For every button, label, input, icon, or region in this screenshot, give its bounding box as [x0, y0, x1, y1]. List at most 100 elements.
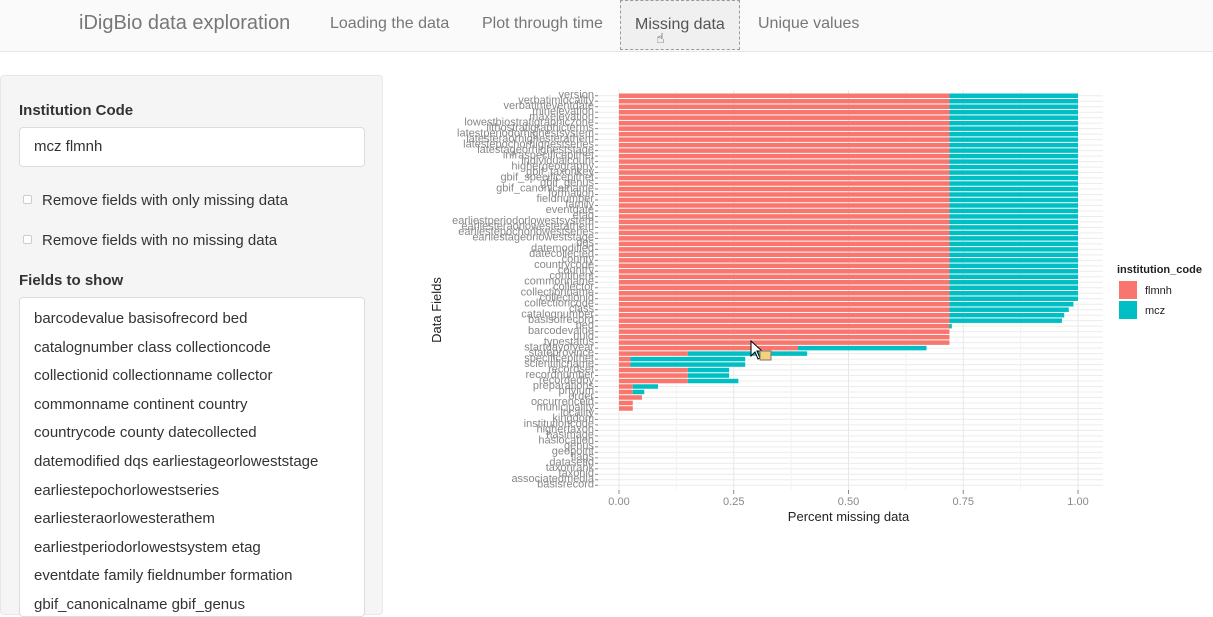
y-tick-label: recordnumber	[526, 369, 595, 381]
y-tick-label: phylum	[559, 385, 594, 397]
y-tick-label: earliestperiodorlowestsystem	[452, 215, 594, 227]
legend-key-mcz	[1119, 301, 1137, 319]
bar-mcz	[949, 307, 1069, 312]
y-tick-label: taxonid	[559, 468, 594, 480]
y-tick-label: collectionname	[521, 286, 594, 298]
y-tick-label: bed	[576, 319, 594, 331]
hand-cursor-icon: ☝	[656, 30, 665, 46]
fields-line[interactable]: catalognumber class collectioncode	[34, 338, 271, 356]
bar-mcz	[949, 318, 1062, 323]
y-tick-label: latestageorhigheststage	[477, 144, 594, 156]
fields-line[interactable]: countrycode county datecollected	[34, 424, 257, 442]
y-tick-label: preparations	[533, 380, 595, 392]
bar-mcz	[949, 247, 1078, 252]
fields-line[interactable]: gbif_canonicalname gbif_genus	[34, 595, 245, 613]
bar-flmnh	[619, 98, 950, 104]
bar-mcz	[949, 137, 1078, 142]
tab-loading-data[interactable]: Loading the data	[330, 15, 450, 32]
x-tick-label: 0.50	[838, 496, 859, 508]
tab-unique-values[interactable]: Unique values	[758, 15, 860, 32]
y-tick-label: highertaxon	[537, 424, 595, 436]
bar-flmnh	[619, 395, 642, 400]
y-tick-label: formation	[548, 188, 594, 200]
fields-line[interactable]: earliesteraorlowesterathem	[34, 510, 215, 528]
bar-mcz	[949, 236, 1078, 241]
drag-copy-icon	[759, 350, 772, 361]
bar-mcz	[949, 258, 1078, 263]
y-tick-label: recordedby	[539, 374, 595, 386]
bar-mcz	[949, 153, 1078, 159]
fields-to-show-select[interactable]: barcodevalue basisofrecord bed catalognu…	[19, 297, 365, 617]
bar-flmnh	[619, 137, 950, 142]
y-tick-label: lowestbiostratigraphiczone	[464, 116, 594, 128]
remove-only-missing-row[interactable]: Remove fields with only missing data	[23, 192, 288, 209]
fields-line[interactable]: earliestperiodorlowestsystem etag	[34, 538, 261, 556]
y-tick-label: continent	[549, 270, 594, 282]
y-tick-label: infraspecificepithet	[503, 149, 594, 161]
legend-label-mcz: mcz	[1145, 305, 1165, 317]
bar-mcz	[949, 208, 1078, 214]
bar-mcz	[949, 301, 1074, 307]
y-tick-label: eventdate	[546, 204, 594, 216]
remove-only-missing-checkbox[interactable]	[23, 194, 32, 204]
bar-mcz	[949, 170, 1078, 175]
y-tick-label: class	[569, 303, 595, 315]
x-tick-label: 0.00	[608, 496, 629, 508]
bar-flmnh	[619, 312, 950, 318]
y-tick-label: catalognumber	[521, 308, 594, 320]
y-tick-label: municipality	[537, 402, 595, 414]
bar-mcz	[949, 104, 1078, 109]
bar-flmnh	[619, 93, 950, 98]
fields-line[interactable]: commonname continent country	[34, 395, 248, 413]
bar-flmnh	[619, 318, 950, 323]
bar-flmnh	[619, 219, 950, 225]
tab-missing-data[interactable]: Missing data	[620, 0, 740, 50]
y-tick-label: individualcount	[521, 155, 594, 167]
tab-plot-through-time[interactable]: Plot through time	[482, 15, 603, 32]
y-tick-label: highergeography	[511, 160, 594, 172]
fields-line[interactable]: eventdate family fieldnumber formation	[34, 567, 293, 585]
y-tick-label: country	[558, 265, 595, 277]
bar-mcz	[798, 345, 927, 351]
bar-mcz	[949, 192, 1078, 197]
bar-flmnh	[619, 241, 950, 247]
fields-line[interactable]: barcodevalue basisofrecord bed	[34, 310, 248, 327]
y-tick-label: specificepithet	[524, 352, 594, 364]
y-tick-label: scientificname	[524, 358, 594, 370]
bar-flmnh	[619, 159, 950, 164]
bar-mcz	[949, 290, 1078, 296]
y-tick-label: earliestageorloweststage	[472, 232, 594, 244]
institution-code-input[interactable]: mcz flmnh	[19, 127, 365, 167]
y-tick-label: barcodevalue	[528, 325, 594, 337]
bar-flmnh	[619, 384, 633, 389]
fields-line[interactable]: earliestepochorlowestseries	[34, 481, 220, 499]
bar-mcz	[630, 362, 746, 367]
fields-line[interactable]: datemodified dqs earliestageorloweststag…	[34, 452, 319, 470]
y-tick-label: gbif_specificepithet	[500, 171, 594, 183]
y-tick-label: countrycode	[534, 259, 594, 271]
y-tick-label: datemodified	[531, 243, 594, 255]
bar-flmnh	[619, 367, 688, 373]
remove-no-missing-row[interactable]: Remove fields with no missing data	[23, 232, 277, 249]
y-tick-label: collectionid	[540, 292, 594, 304]
bar-mcz	[949, 159, 1078, 164]
fields-to-show-label: Fields to show	[19, 272, 124, 289]
bar-flmnh	[619, 203, 950, 208]
bar-mcz	[687, 367, 730, 373]
bar-flmnh	[619, 236, 950, 241]
institution-code-label: Institution Code	[19, 102, 134, 119]
bar-flmnh	[619, 170, 950, 175]
bar-flmnh	[619, 351, 688, 356]
y-tick-label: earliesteraorlowesterathem	[461, 221, 594, 233]
remove-no-missing-checkbox[interactable]	[23, 234, 32, 244]
app-title[interactable]: iDigBio data exploration	[79, 12, 291, 34]
bar-flmnh	[619, 164, 950, 170]
y-tick-label: basisofrecord	[528, 314, 594, 326]
x-tick-label: 0.25	[723, 496, 744, 508]
bar-mcz	[949, 109, 1078, 115]
bar-flmnh	[619, 115, 950, 120]
bar-mcz	[949, 142, 1078, 148]
y-tick-label: version	[559, 89, 594, 101]
fields-line[interactable]: collectionid collectionname collector	[34, 367, 273, 385]
y-tick-label: fieldnumber	[537, 193, 595, 205]
